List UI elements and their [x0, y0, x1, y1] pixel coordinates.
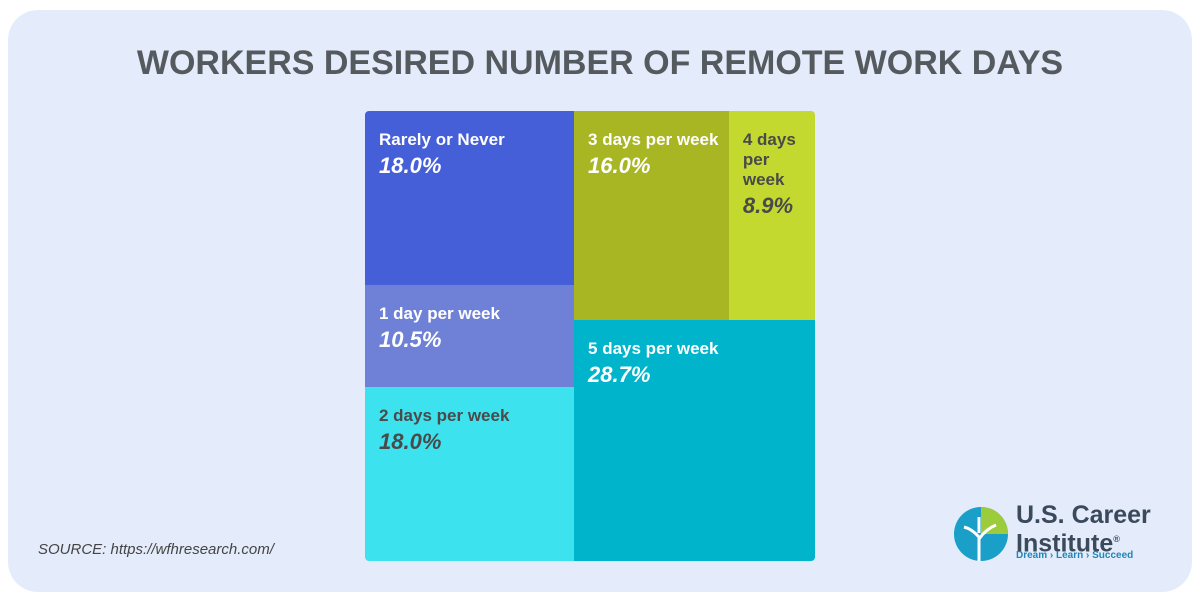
chart-title: WORKERS DESIRED NUMBER OF REMOTE WORK DA…: [136, 44, 1064, 82]
value-label: 16.0%: [588, 153, 651, 178]
tile-label: Rarely or Never: [379, 130, 505, 149]
tile: 3 days per week 16.0%: [574, 111, 729, 321]
logo-icon: [954, 507, 1008, 561]
tile-label: 2 days per week: [379, 405, 510, 425]
value-label: 10.5%: [379, 327, 442, 353]
value-label: 18.0%: [379, 428, 442, 454]
value-label: 8.9%: [742, 193, 794, 218]
logo-mark: ®: [1113, 534, 1120, 544]
treemap: Rarely or Never 18.0% 1 day per week 10.5% 2…: [365, 111, 815, 561]
tile-label: 3 days per week: [588, 130, 719, 149]
logo-name: U.S. Career Institute®: [1016, 501, 1156, 558]
tile: 1 day per week 10.5%: [365, 285, 575, 387]
source: SOURCE: https://wfhresearch.com/: [38, 541, 274, 558]
logo-text: U.S. Career Institute: [1016, 501, 1151, 558]
value-label: 18.0%: [379, 153, 442, 178]
value-label: 28.7%: [588, 362, 651, 388]
tile: 2 days per week 18.0%: [365, 386, 575, 561]
tile-label: 1 day per week: [379, 304, 500, 324]
tile-label: 4 days per week: [742, 130, 796, 189]
tile: 4 days per week 8.9%: [728, 111, 815, 321]
tile-label: 5 days per week: [588, 339, 719, 359]
tile: 5 days per week 28.7%: [574, 320, 815, 561]
tile: Rarely or Never 18.0%: [365, 111, 575, 286]
logo-tagline: Dream › Learn › Succeed: [1016, 550, 1134, 561]
